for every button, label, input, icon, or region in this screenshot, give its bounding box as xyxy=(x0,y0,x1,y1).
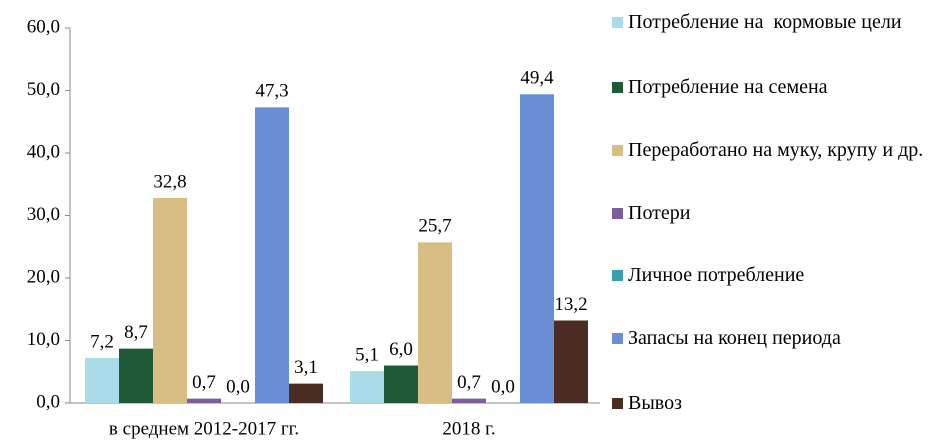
bar xyxy=(85,358,119,403)
bar xyxy=(153,198,187,403)
bar xyxy=(384,365,418,403)
y-tick-label: 50,0 xyxy=(27,79,60,100)
value-label: 6,0 xyxy=(389,339,413,360)
value-label: 7,2 xyxy=(90,331,114,352)
value-label: 13,2 xyxy=(554,294,587,315)
legend-swatch xyxy=(612,17,623,28)
legend-swatch xyxy=(612,333,623,344)
bar xyxy=(255,107,289,403)
value-label: 47,3 xyxy=(255,81,288,102)
y-tick-label: 10,0 xyxy=(27,329,60,350)
legend-swatch xyxy=(612,208,623,219)
bar xyxy=(187,398,221,403)
y-tick-label: 0,0 xyxy=(36,391,60,412)
legend-label: Запасы на конец периода xyxy=(628,327,841,349)
legend-label: Потребление на семена xyxy=(628,76,828,98)
legend-swatch xyxy=(612,270,623,281)
legend-swatch xyxy=(612,398,623,409)
value-label: 49,4 xyxy=(520,68,554,89)
bar xyxy=(289,383,323,403)
bar xyxy=(119,348,153,403)
legend-swatch xyxy=(612,145,623,156)
value-label: 3,1 xyxy=(294,357,318,378)
value-label: 25,7 xyxy=(418,216,451,237)
legend-swatch xyxy=(612,82,623,93)
x-tick-label: 2018 г. xyxy=(442,418,495,439)
bar xyxy=(452,398,486,403)
x-tick-label: в среднем 2012-2017 гг. xyxy=(109,418,299,439)
value-label: 32,8 xyxy=(153,171,186,192)
y-tick-label: 30,0 xyxy=(27,204,60,225)
legend-label: Переработано на муку, крупу и др. xyxy=(628,139,924,161)
bar xyxy=(350,371,384,403)
legend-label: Вывоз xyxy=(628,392,682,414)
bar xyxy=(520,94,554,403)
legend-label: Потери xyxy=(628,202,691,224)
y-tick-label: 40,0 xyxy=(27,141,60,162)
value-label: 5,1 xyxy=(355,344,379,365)
y-tick-label: 60,0 xyxy=(27,16,60,37)
value-label: 0,7 xyxy=(457,372,481,393)
value-label: 0,0 xyxy=(226,376,250,397)
bar xyxy=(418,242,452,403)
value-label: 0,7 xyxy=(192,372,216,393)
bar xyxy=(554,320,588,403)
value-label: 0,0 xyxy=(491,376,515,397)
legend-label: Потребление на кормовые цели xyxy=(628,11,902,33)
y-tick-label: 20,0 xyxy=(27,266,60,287)
value-label: 8,7 xyxy=(124,322,148,343)
legend-label: Личное потребление xyxy=(628,264,805,286)
